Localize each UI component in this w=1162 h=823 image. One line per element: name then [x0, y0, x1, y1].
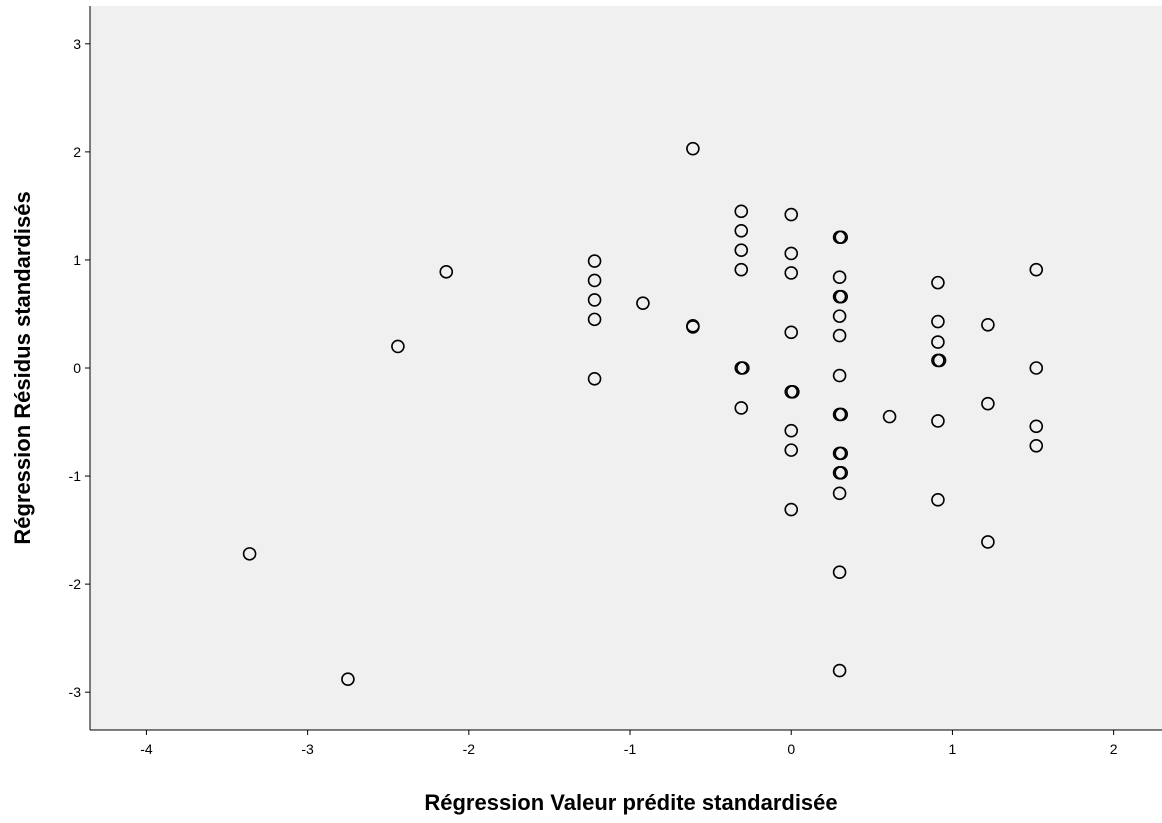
data-point [981, 396, 995, 411]
plot-area [90, 6, 1162, 730]
x-tick-label: -3 [301, 741, 314, 757]
data-point [391, 339, 405, 354]
data-point [832, 270, 847, 285]
x-tick-label: 0 [787, 741, 795, 757]
data-point [587, 254, 602, 268]
data-point [686, 320, 700, 334]
data-point [736, 361, 750, 375]
data-point [587, 273, 602, 288]
data-point [834, 466, 849, 480]
data-point [1029, 361, 1044, 375]
data-point [587, 372, 602, 386]
x-tick-label: 2 [1110, 741, 1118, 757]
y-axis-title: Régression Résidus standardisés [10, 191, 35, 544]
axes: -3 -2 -1 0 1 2 3 -4 -3 -2 -1 0 1 2 [69, 6, 1162, 757]
data-point [786, 384, 800, 399]
data-point [1029, 419, 1044, 434]
data-point [832, 486, 847, 501]
data-point [981, 535, 995, 549]
data-point [834, 407, 849, 422]
data-point [587, 293, 602, 307]
y-tick-label: 2 [73, 144, 81, 160]
y-tick-label: -1 [69, 468, 82, 484]
x-tick-label: 1 [949, 741, 957, 757]
data-point [932, 353, 947, 368]
data-point [832, 309, 847, 323]
data-point [587, 312, 602, 327]
data-point [832, 663, 847, 678]
y-tick-label: 1 [73, 252, 81, 268]
data-point [636, 296, 650, 310]
data-point [734, 223, 749, 238]
data-point [734, 243, 749, 258]
data-point [931, 414, 945, 428]
data-point [686, 141, 700, 156]
data-point [931, 493, 945, 507]
y-tick-label: 0 [73, 360, 81, 376]
data-point [981, 317, 995, 332]
data-point [784, 423, 799, 438]
x-axis-title: Régression Valeur prédite standardisée [424, 790, 837, 815]
data-point [832, 368, 847, 383]
y-tick-label: -2 [69, 576, 82, 592]
data-point [1029, 439, 1044, 453]
data-point [784, 502, 799, 517]
data-point [242, 547, 257, 561]
data-point [784, 443, 799, 457]
data-point [734, 204, 749, 219]
x-tick-label: -4 [140, 741, 153, 757]
data-point [784, 246, 799, 261]
data-point [784, 266, 799, 280]
data-point [439, 265, 454, 279]
data-point [931, 275, 945, 290]
data-point [1029, 262, 1044, 277]
data-point [931, 314, 945, 329]
data-point [734, 262, 749, 277]
data-point [834, 289, 849, 304]
data-point [834, 446, 849, 461]
x-tick-label: -2 [463, 741, 476, 757]
data-point [834, 230, 849, 245]
y-tick-label: 3 [73, 36, 81, 52]
data-point [931, 335, 945, 349]
y-tick-label: -3 [69, 684, 82, 700]
data-point [784, 325, 799, 340]
data-point [784, 207, 799, 222]
data-point [734, 401, 749, 415]
data-points [242, 141, 1044, 687]
data-point [341, 672, 355, 687]
data-point [832, 565, 847, 580]
data-point [832, 328, 847, 343]
data-point [882, 409, 897, 424]
x-tick-label: -1 [624, 741, 637, 757]
